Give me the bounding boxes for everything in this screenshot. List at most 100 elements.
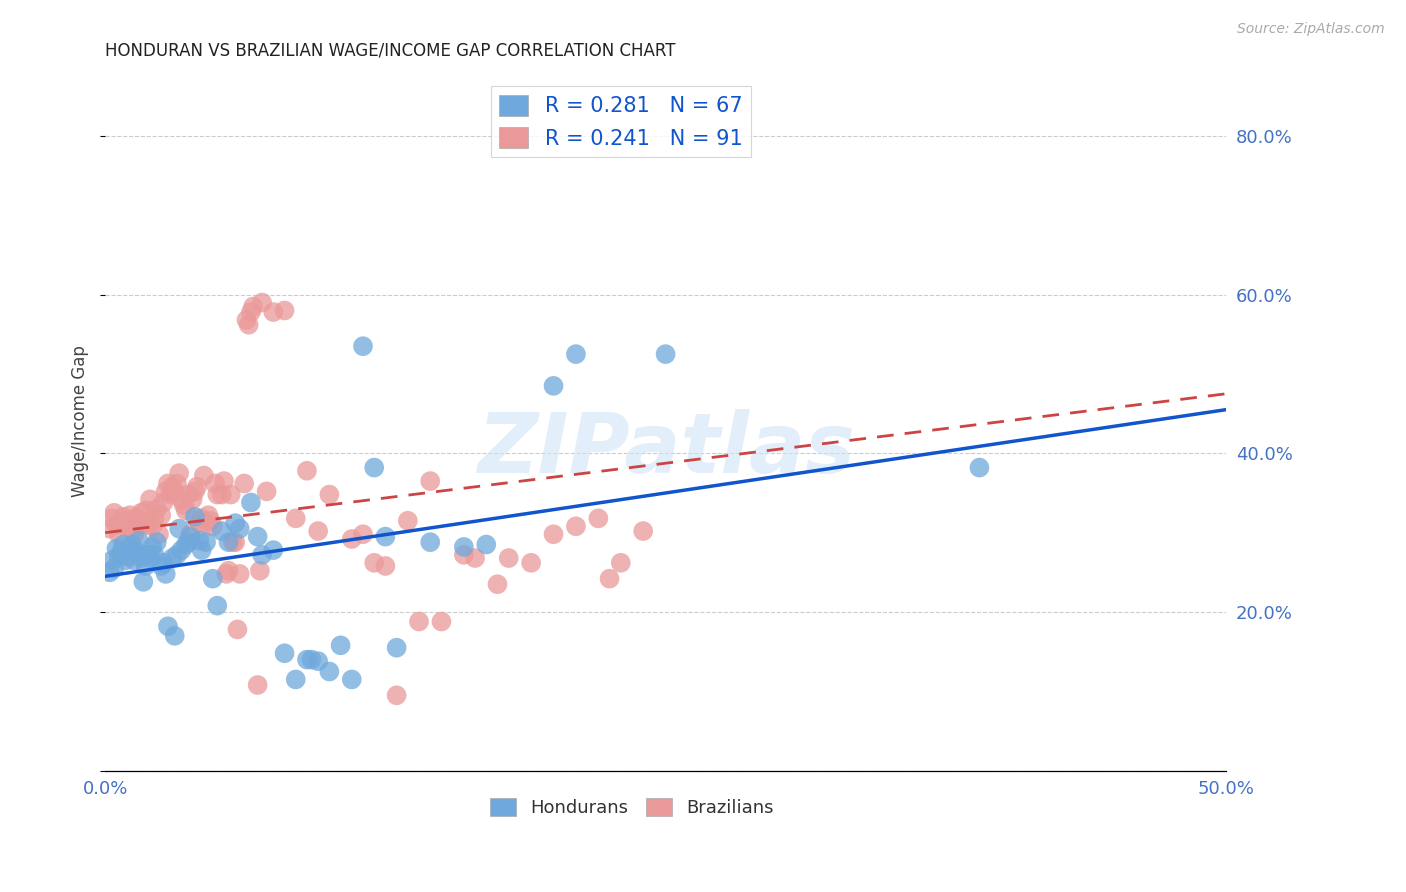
Point — [301, 652, 323, 666]
Point — [249, 564, 271, 578]
Point — [145, 535, 167, 549]
Point — [114, 519, 136, 533]
Point — [112, 509, 135, 524]
Point — [307, 654, 329, 668]
Point — [103, 506, 125, 520]
Text: ZIPatlas: ZIPatlas — [477, 409, 855, 490]
Point — [969, 460, 991, 475]
Point — [125, 545, 148, 559]
Point — [211, 524, 233, 538]
Y-axis label: Wage/Income Gap: Wage/Income Gap — [72, 345, 89, 498]
Point — [352, 527, 374, 541]
Point — [246, 678, 269, 692]
Point — [273, 646, 295, 660]
Point — [419, 474, 441, 488]
Point — [224, 535, 246, 549]
Point — [318, 487, 340, 501]
Point — [129, 551, 152, 566]
Point — [152, 495, 174, 509]
Point — [117, 514, 139, 528]
Point — [262, 305, 284, 319]
Point — [110, 516, 132, 530]
Point — [207, 487, 229, 501]
Legend: Hondurans, Brazilians: Hondurans, Brazilians — [484, 790, 780, 824]
Point — [107, 527, 129, 541]
Point — [174, 537, 197, 551]
Point — [588, 511, 610, 525]
Point — [117, 549, 139, 564]
Point — [363, 556, 385, 570]
Point — [201, 519, 224, 533]
Text: HONDURAN VS BRAZILIAN WAGE/INCOME GAP CORRELATION CHART: HONDURAN VS BRAZILIAN WAGE/INCOME GAP CO… — [105, 42, 676, 60]
Point — [135, 558, 157, 573]
Point — [195, 516, 218, 530]
Point — [163, 629, 186, 643]
Point — [475, 537, 498, 551]
Point — [136, 548, 159, 562]
Point — [464, 551, 486, 566]
Point — [148, 527, 170, 541]
Point — [167, 466, 190, 480]
Point — [374, 558, 396, 573]
Point — [155, 566, 177, 581]
Point — [129, 506, 152, 520]
Point — [295, 652, 318, 666]
Point — [184, 484, 207, 499]
Point — [374, 530, 396, 544]
Point — [166, 548, 188, 562]
Point — [121, 522, 143, 536]
Point — [156, 619, 179, 633]
Point — [101, 553, 124, 567]
Point — [284, 673, 307, 687]
Point — [235, 313, 257, 327]
Point — [273, 303, 295, 318]
Point — [128, 533, 150, 548]
Point — [599, 572, 621, 586]
Point — [118, 541, 141, 556]
Point — [295, 464, 318, 478]
Point — [340, 532, 363, 546]
Point — [610, 556, 633, 570]
Point — [181, 492, 204, 507]
Point — [143, 511, 166, 525]
Point — [654, 347, 676, 361]
Text: Source: ZipAtlas.com: Source: ZipAtlas.com — [1237, 22, 1385, 37]
Point — [105, 541, 128, 556]
Point — [242, 300, 264, 314]
Point — [167, 522, 190, 536]
Point — [101, 511, 124, 525]
Point — [215, 566, 238, 581]
Point — [107, 549, 129, 564]
Point — [256, 484, 278, 499]
Point — [118, 508, 141, 523]
Point — [135, 503, 157, 517]
Point — [329, 638, 352, 652]
Point — [166, 476, 188, 491]
Point — [159, 487, 181, 501]
Point — [246, 530, 269, 544]
Point — [195, 535, 218, 549]
Point — [143, 548, 166, 562]
Point — [124, 553, 146, 567]
Point — [141, 519, 163, 533]
Point — [184, 509, 207, 524]
Point — [207, 599, 229, 613]
Point — [307, 524, 329, 538]
Point — [543, 379, 565, 393]
Point — [156, 476, 179, 491]
Point — [201, 572, 224, 586]
Point — [486, 577, 509, 591]
Point — [363, 460, 385, 475]
Point — [152, 556, 174, 570]
Point — [114, 553, 136, 567]
Point — [385, 688, 408, 702]
Point — [453, 548, 475, 562]
Point — [105, 517, 128, 532]
Point — [239, 305, 262, 319]
Point — [211, 487, 233, 501]
Point — [453, 540, 475, 554]
Point — [228, 522, 250, 536]
Point — [139, 551, 162, 566]
Point — [193, 468, 215, 483]
Point — [218, 535, 240, 549]
